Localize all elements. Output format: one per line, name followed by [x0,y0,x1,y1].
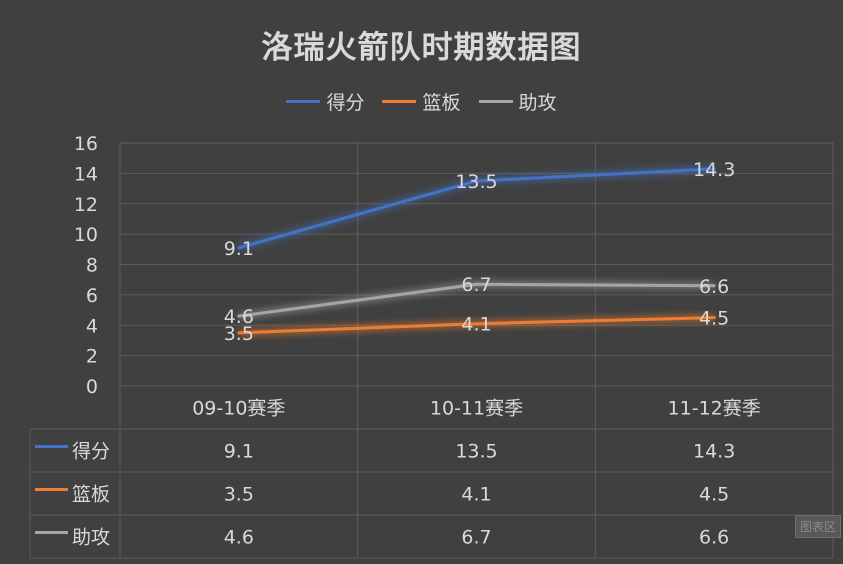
y-tick-label: 4 [86,315,98,337]
category-label: 10-11赛季 [430,398,523,420]
series-line [237,316,716,335]
data-label: 4.5 [699,308,729,330]
y-tick-label: 6 [86,285,98,307]
legend-item-assists[interactable]: 助攻 [478,88,557,115]
legend-swatch-rebounds [382,100,417,103]
y-tick-label: 12 [74,194,98,216]
table-cell-value: 4.1 [461,484,491,506]
data-label: 6.7 [461,274,491,296]
table-cell-value: 4.5 [699,484,729,506]
y-tick-label: 16 [74,133,98,155]
legend-item-rebounds[interactable]: 篮板 [382,88,461,115]
data-label: 4.6 [224,306,254,328]
table-cell-value: 13.5 [455,441,497,463]
legend: 得分 篮板 助攻 [0,88,843,115]
y-tick-label: 2 [86,346,98,368]
table-series-label: 篮板 [72,484,110,506]
table-series-label: 得分 [72,441,110,463]
y-tick-label: 14 [74,163,98,185]
legend-item-points[interactable]: 得分 [286,88,364,115]
table-cell-value: 9.1 [224,441,254,463]
legend-swatch-points [286,100,321,103]
table-series-label: 助攻 [72,527,110,549]
legend-swatch-assists [478,100,513,103]
legend-label-assists: 助攻 [518,92,557,114]
series-line [237,282,716,318]
data-label: 14.3 [693,159,735,181]
table-cell-value: 4.6 [224,527,254,549]
data-label: 3.5 [224,323,254,345]
data-label: 6.6 [699,276,729,298]
data-label: 4.1 [461,314,491,336]
legend-label-points: 得分 [326,92,365,114]
table-cell-value: 6.6 [699,527,729,549]
data-label: 13.5 [455,171,497,193]
legend-label-rebounds: 篮板 [422,92,461,114]
table-cell-value: 6.7 [461,527,491,549]
category-label: 09-10赛季 [192,398,285,420]
chart-title: 洛瑞火箭队时期数据图 [261,30,582,66]
table-cell-value: 3.5 [224,484,254,506]
table-cell-value: 14.3 [693,441,735,463]
y-tick-label: 8 [86,255,98,277]
category-label: 11-12赛季 [668,398,761,420]
series-line [237,167,716,250]
data-label: 9.1 [224,238,254,260]
chart-area-label: 图表区 [794,515,841,538]
y-tick-label: 0 [86,376,98,398]
y-tick-label: 10 [74,224,98,246]
